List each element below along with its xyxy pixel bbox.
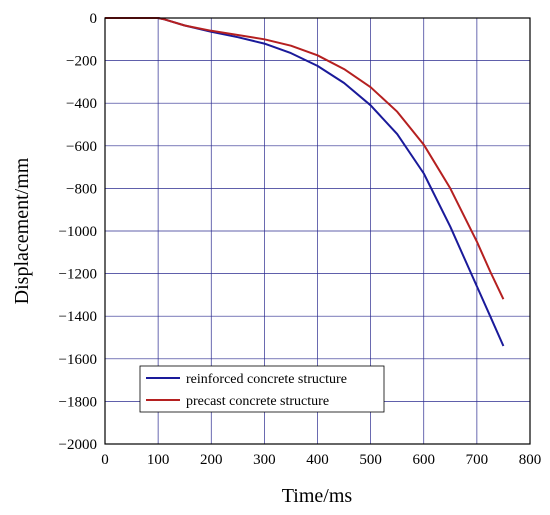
- x-tick-label: 400: [306, 452, 329, 468]
- x-tick-labels: 0 100 200 300 400 500 600 700 800: [101, 452, 541, 468]
- x-axis-title: Time/ms: [282, 485, 353, 507]
- series-line-reinforced: [105, 17, 505, 347]
- y-tick-label: −1400: [59, 309, 97, 325]
- y-tick-label: −1800: [59, 394, 97, 410]
- legend-label-precast: precast concrete structure: [186, 394, 329, 409]
- x-tick-label: 0: [101, 452, 109, 468]
- y-tick-label: −2000: [59, 437, 97, 453]
- series-lines: [105, 17, 505, 347]
- y-tick-label: −1200: [59, 267, 97, 283]
- x-tick-label: 500: [359, 452, 382, 468]
- legend: reinforced concrete structure precast co…: [139, 365, 385, 413]
- y-tick-label: −1000: [59, 224, 97, 240]
- x-tick-label: 200: [200, 452, 223, 468]
- y-tick-label: −400: [66, 96, 97, 112]
- x-tick-label: 600: [413, 452, 436, 468]
- grid: [104, 17, 531, 445]
- x-tick-label: 800: [519, 452, 542, 468]
- legend-box: [139, 365, 385, 413]
- y-tick-label: −200: [66, 54, 97, 70]
- y-tick-label: −600: [66, 139, 97, 155]
- series-line-precast: [105, 17, 505, 300]
- legend-label-reinforced: reinforced concrete structure: [186, 372, 347, 387]
- y-axis-title: Displacement/mm: [11, 157, 33, 304]
- x-tick-label: 700: [466, 452, 489, 468]
- y-tick-label: 0: [90, 11, 98, 27]
- x-tick-label: 100: [147, 452, 170, 468]
- plot-frame: [104, 17, 531, 445]
- y-tick-label: −1600: [59, 352, 97, 368]
- y-tick-label: −800: [66, 181, 97, 197]
- y-tick-labels: 0 −200 −400 −600 −800 −1000 −1200 −1400 −1600 −18…: [59, 11, 97, 453]
- x-tick-label: 300: [253, 452, 276, 468]
